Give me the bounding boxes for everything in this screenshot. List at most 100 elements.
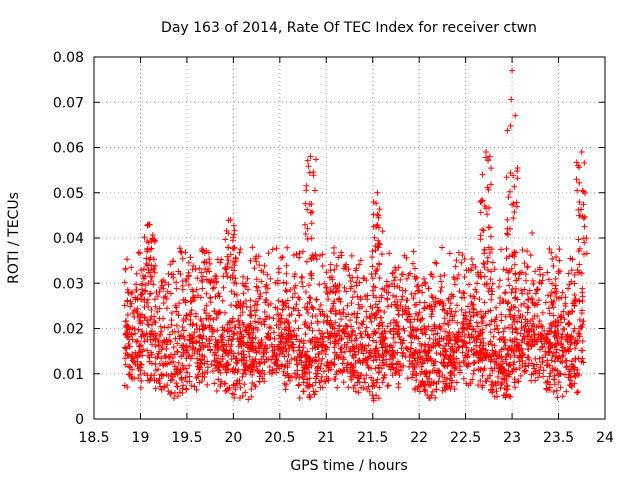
data-point: [151, 269, 158, 276]
data-point: [528, 327, 535, 334]
data-point: [145, 280, 152, 287]
data-point: [283, 280, 290, 287]
data-point: [470, 370, 477, 377]
data-point: [275, 317, 282, 324]
data-point: [550, 262, 557, 269]
data-point: [281, 326, 288, 333]
data-point: [334, 330, 341, 337]
data-point: [487, 307, 494, 314]
data-point: [201, 259, 208, 266]
data-point: [413, 377, 420, 384]
data-point: [434, 330, 441, 337]
data-point: [470, 305, 477, 312]
data-point: [507, 393, 514, 400]
data-point: [174, 349, 181, 356]
data-point: [269, 367, 276, 374]
data-point: [522, 271, 529, 278]
data-point: [231, 291, 238, 298]
data-point: [411, 364, 418, 371]
data-point: [256, 378, 263, 385]
data-point: [330, 361, 337, 368]
data-point: [376, 260, 383, 267]
data-point: [255, 319, 262, 326]
data-point: [375, 395, 382, 402]
data-point: [151, 266, 158, 273]
data-point: [527, 336, 534, 343]
data-point: [456, 367, 463, 374]
data-point: [536, 370, 543, 377]
data-point: [372, 301, 379, 308]
data-point: [446, 250, 453, 257]
data-point: [412, 310, 419, 317]
data-point: [505, 276, 512, 283]
data-point: [363, 308, 370, 315]
data-point: [436, 299, 443, 306]
data-point: [343, 343, 350, 350]
data-point: [151, 236, 158, 243]
data-point: [345, 266, 352, 273]
data-point: [484, 211, 491, 218]
data-point: [438, 284, 445, 291]
data-point: [199, 245, 206, 252]
data-point: [410, 352, 417, 359]
data-point: [338, 249, 345, 256]
data-point: [216, 293, 223, 300]
data-point: [511, 261, 518, 268]
data-point: [473, 342, 480, 349]
data-point: [260, 350, 267, 357]
data-point: [177, 368, 184, 375]
data-point: [239, 309, 246, 316]
data-point: [329, 305, 336, 312]
data-point: [415, 288, 422, 295]
data-point: [508, 265, 515, 272]
data-point: [514, 341, 521, 348]
data-point: [524, 264, 531, 271]
data-point: [416, 287, 423, 294]
data-point: [291, 284, 298, 291]
data-point: [426, 303, 433, 310]
data-point: [338, 349, 345, 356]
data-point: [576, 316, 583, 323]
data-point: [195, 333, 202, 340]
data-point: [240, 300, 247, 307]
data-point: [274, 277, 281, 284]
data-point: [130, 358, 137, 365]
data-point: [484, 184, 491, 191]
data-point: [208, 361, 215, 368]
data-point: [461, 273, 468, 280]
data-point: [291, 370, 298, 377]
data-point: [200, 273, 207, 280]
data-point: [524, 248, 531, 255]
data-point: [159, 360, 166, 367]
data-point: [513, 326, 520, 333]
data-point: [433, 386, 440, 393]
data-point: [369, 287, 376, 294]
data-point: [427, 382, 434, 389]
data-point: [167, 261, 174, 268]
data-point: [572, 297, 579, 304]
data-point: [378, 292, 385, 299]
data-point: [346, 272, 353, 279]
data-point: [460, 289, 467, 296]
data-point: [488, 317, 495, 324]
data-point: [299, 248, 306, 255]
x-tick-label: 24: [596, 430, 614, 446]
data-point: [528, 371, 535, 378]
data-point: [273, 369, 280, 376]
data-point: [576, 179, 583, 186]
data-point: [332, 338, 339, 345]
data-point: [491, 350, 498, 357]
data-point: [226, 384, 233, 391]
data-point: [351, 382, 358, 389]
data-point: [232, 386, 239, 393]
data-point: [256, 315, 263, 322]
data-point: [474, 349, 481, 356]
data-point: [481, 281, 488, 288]
data-point: [201, 250, 208, 257]
data-point: [546, 245, 553, 252]
data-point: [380, 375, 387, 382]
data-point: [511, 379, 518, 386]
data-point: [219, 324, 226, 331]
data-point: [371, 234, 378, 241]
data-point: [565, 309, 572, 316]
